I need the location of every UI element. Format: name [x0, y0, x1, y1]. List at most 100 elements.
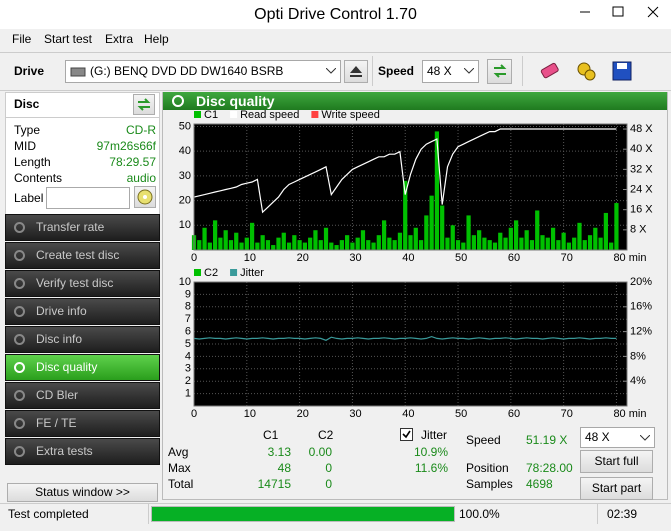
status-bar [0, 503, 671, 531]
x-tick-label: 30 [349, 408, 361, 420]
progress-track [151, 506, 455, 522]
bar [355, 237, 360, 250]
nav-button[interactable]: CD Bler [5, 382, 160, 409]
bar [598, 237, 603, 250]
bar [508, 227, 513, 250]
drive-name: (G:) BENQ DVD DD DW1640 BSRB [90, 64, 284, 78]
legend-label: Write speed [321, 110, 380, 121]
maximize[interactable] [612, 6, 624, 17]
label-input[interactable] [46, 187, 130, 209]
nav-button[interactable]: FE / TE [5, 410, 160, 437]
nav-label: FE / TE [36, 416, 77, 430]
test-speed: 48 X [585, 430, 610, 444]
bar [213, 220, 218, 250]
disc-refresh[interactable] [133, 94, 155, 115]
save-button[interactable] [609, 59, 634, 84]
line [193, 335, 617, 341]
bar [477, 230, 482, 250]
nav-button[interactable]: Transfer rate [5, 214, 160, 241]
bar [334, 245, 339, 250]
y-tick-label: 1 [185, 388, 191, 400]
jitter-checkbox[interactable] [400, 428, 413, 441]
bar [281, 232, 286, 250]
nav-button[interactable]: Extra tests [5, 438, 160, 465]
status-window-button[interactable]: Status window >> [7, 483, 158, 502]
refresh-button[interactable] [487, 59, 512, 84]
bar [234, 232, 239, 250]
bar [218, 237, 223, 250]
bar [350, 242, 355, 250]
nav-button[interactable]: Drive info [5, 298, 160, 325]
bar [550, 227, 556, 250]
x-tick-label: 10 [244, 252, 256, 264]
samples-value: 4698 [526, 477, 553, 491]
bar [561, 232, 566, 250]
x-tick-label: 80 min [613, 252, 646, 264]
y2-tick-label: 20% [630, 276, 652, 288]
stats-row-label: Total [168, 477, 194, 491]
nav-label: Drive info [36, 304, 87, 318]
bar [292, 235, 297, 250]
bar [313, 230, 318, 250]
bar [587, 235, 593, 250]
eject-button[interactable] [344, 60, 368, 83]
progress-bar [152, 507, 454, 521]
bar [297, 240, 302, 250]
nav-label: Transfer rate [36, 220, 105, 234]
bar [529, 240, 535, 250]
menu-item[interactable]: Start test [44, 32, 93, 46]
bar [614, 203, 619, 250]
position-label: Position [466, 461, 509, 475]
panel-header [163, 92, 667, 110]
start-full-button[interactable]: Start full [580, 450, 653, 473]
bar [403, 180, 408, 250]
nav-button[interactable]: Create test disc [5, 242, 160, 269]
y-tick-label: 50 [179, 120, 191, 132]
title-bar [0, 0, 671, 29]
menu-item[interactable]: File [12, 32, 32, 46]
legend-label: C1 [204, 110, 218, 121]
start-part-button[interactable]: Start part [580, 477, 653, 500]
close[interactable] [647, 6, 659, 18]
bar [276, 237, 281, 250]
bar [498, 232, 503, 250]
stats-row-label: Avg [168, 445, 189, 459]
info-label: Length [14, 155, 51, 169]
test-speed-select[interactable]: 48 X [580, 427, 655, 448]
y2-tick-label: 48 X [630, 123, 653, 135]
bar [450, 225, 455, 250]
bar [413, 227, 418, 250]
bar [197, 240, 202, 250]
y-tick-label: 40 [179, 145, 191, 157]
nav-button[interactable]: Verify test disc [5, 270, 160, 297]
stats-value: 0 [325, 477, 332, 491]
nav-label: Verify test disc [36, 276, 114, 290]
menu-item[interactable]: Extra [105, 32, 134, 46]
drive-select[interactable]: (G:) BENQ DVD DD DW1640 BSRB [65, 60, 341, 83]
label-button[interactable] [134, 186, 156, 208]
bar [524, 230, 529, 250]
nav-button[interactable]: Disc info [5, 326, 160, 353]
bar [387, 237, 392, 250]
info-label: Type [14, 123, 41, 137]
x-tick-label: 20 [297, 408, 309, 420]
save-icon [612, 61, 631, 81]
bar [408, 235, 413, 250]
legend-label: Jitter [240, 267, 264, 279]
legend-swatch [230, 111, 238, 118]
stats-row-label: Max [168, 461, 191, 475]
erase-button[interactable] [537, 59, 562, 84]
bar [572, 237, 577, 250]
bar [360, 230, 366, 250]
y-tick-label: 30 [179, 170, 191, 182]
nav-button[interactable]: Disc quality [5, 354, 160, 381]
bar [376, 235, 381, 250]
speed-select[interactable]: 48 X [422, 60, 479, 83]
menu-item[interactable]: Help [144, 32, 169, 46]
settings-button[interactable] [573, 59, 598, 84]
dropdown-arrow [326, 68, 336, 74]
window-controls[interactable] [560, 0, 671, 28]
bar [255, 242, 260, 250]
nav-label: Extra tests [36, 444, 93, 458]
